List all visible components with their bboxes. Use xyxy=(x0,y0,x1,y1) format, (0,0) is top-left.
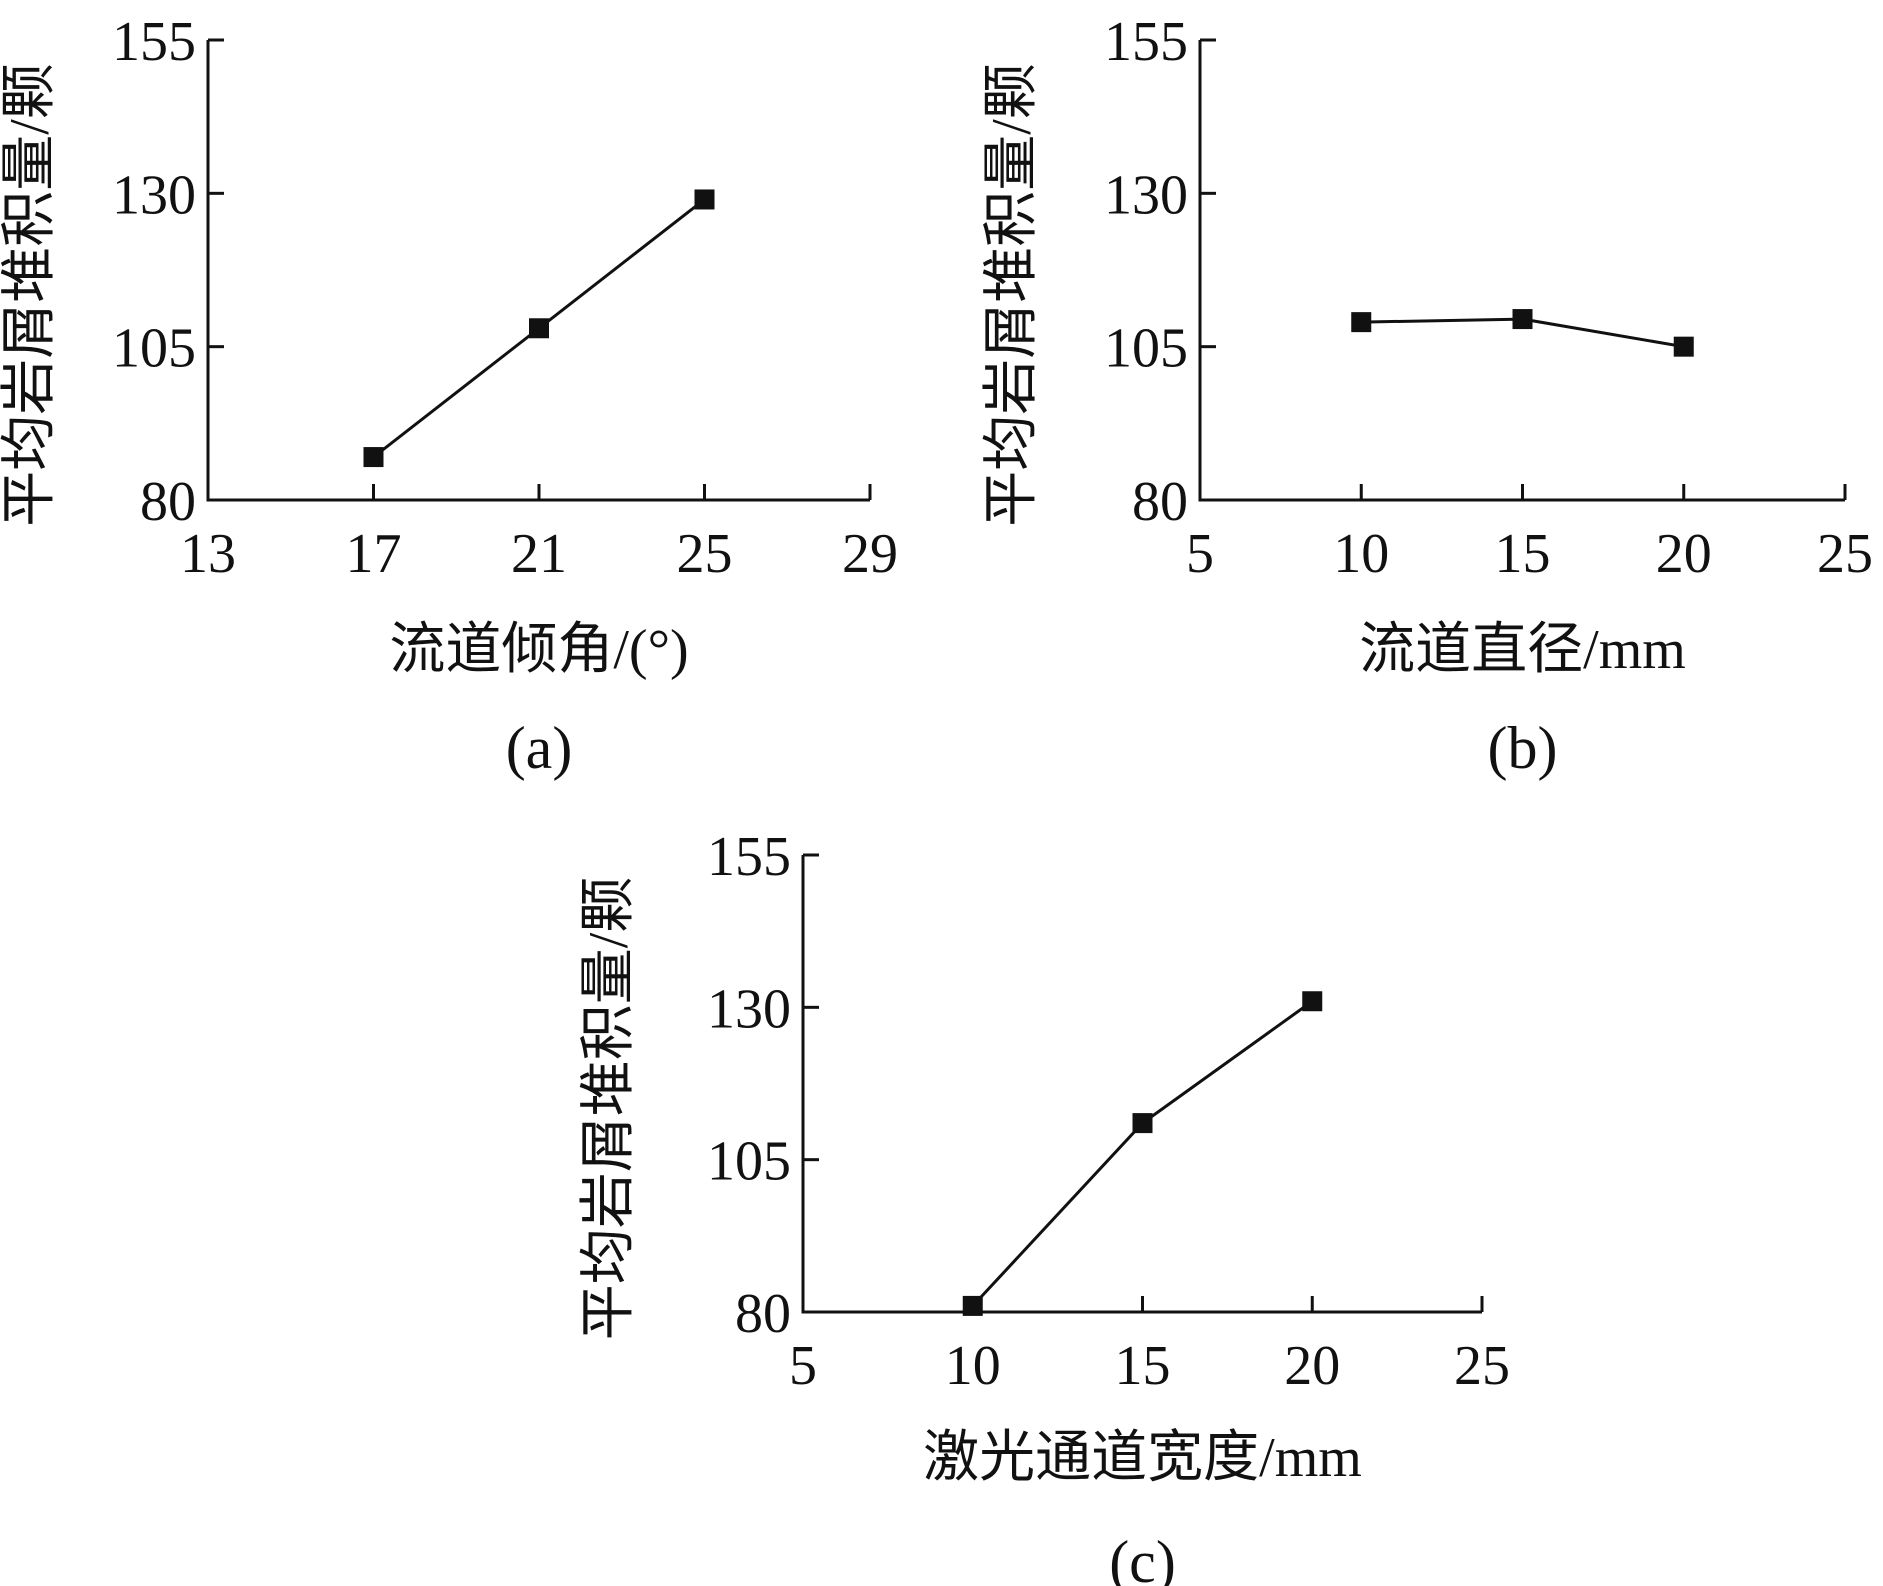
x-tick-label-1: 10 xyxy=(1333,523,1389,585)
y-tick-label-2: 130 xyxy=(707,978,791,1040)
x-tick-label-2: 15 xyxy=(1115,1335,1171,1397)
panel-label: (c) xyxy=(1109,1529,1176,1586)
x-axis-title: 激光通道宽度/mm xyxy=(923,1427,1362,1489)
y-tick-label-2: 130 xyxy=(112,164,196,226)
y-tick-label-3: 155 xyxy=(112,11,196,73)
x-tick-label-2: 21 xyxy=(511,523,567,585)
y-tick-label-1: 105 xyxy=(707,1131,791,1193)
data-point-0-2 xyxy=(1673,336,1694,357)
chart-panel-1: 80 105 130 155 5 10 15 20 25 流道直径/mm 平均岩屑堆积量/颗 (b) xyxy=(981,11,1873,781)
x-axis-title: 流道倾角/(°) xyxy=(389,619,688,681)
data-point-0-1 xyxy=(1132,1113,1153,1134)
x-axis-title: 流道直径/mm xyxy=(1359,619,1686,681)
x-tick-label-3: 20 xyxy=(1284,1335,1340,1397)
y-tick-label-0: 80 xyxy=(1132,471,1188,533)
y-tick-label-3: 155 xyxy=(707,826,791,888)
y-tick-label-1: 105 xyxy=(112,318,196,380)
data-point-0-1 xyxy=(529,318,549,339)
x-tick-label-3: 20 xyxy=(1656,523,1712,585)
axes xyxy=(801,855,1482,1314)
x-tick-label-2: 15 xyxy=(1495,523,1551,585)
data-point-0-0 xyxy=(962,1295,983,1316)
chart-panel-0: 80 105 130 155 13 17 21 25 29 流道倾角/(°) 平均岩屑堆积量/颗 (a… xyxy=(0,11,898,781)
x-tick-label-1: 10 xyxy=(945,1335,1001,1397)
x-tick-label-0: 5 xyxy=(1186,523,1214,585)
x-tick-label-4: 25 xyxy=(1454,1335,1510,1397)
axes xyxy=(1198,40,1845,502)
y-tick-label-2: 130 xyxy=(1104,164,1188,226)
y-tick-label-0: 80 xyxy=(735,1283,791,1345)
panel-label: (a) xyxy=(506,715,573,781)
chart-panel-2: 80 105 130 155 5 10 15 20 25 激光通道宽度/mm 平均岩屑堆积量/颗 (c… xyxy=(578,826,1510,1586)
y-axis-title: 平均岩屑堆积量/颗 xyxy=(0,63,61,527)
data-point-0-0 xyxy=(363,447,384,468)
x-tick-label-0: 5 xyxy=(789,1335,817,1397)
data-point-0-2 xyxy=(694,189,715,210)
data-point-0-1 xyxy=(1512,309,1533,330)
y-axis-title: 平均岩屑堆积量/颗 xyxy=(981,63,1043,527)
x-tick-label-1: 17 xyxy=(346,523,402,585)
y-tick-label-1: 105 xyxy=(1104,318,1188,380)
y-axis-title: 平均岩屑堆积量/颗 xyxy=(578,877,640,1341)
panel-label: (b) xyxy=(1488,715,1558,781)
x-tick-label-4: 25 xyxy=(1817,523,1873,585)
data-point-0-2 xyxy=(1302,991,1323,1012)
y-tick-label-3: 155 xyxy=(1104,11,1188,73)
series-line-0 xyxy=(971,1000,1314,1307)
x-tick-label-4: 29 xyxy=(842,523,898,585)
data-point-0-0 xyxy=(1351,312,1372,333)
y-tick-label-0: 80 xyxy=(140,471,196,533)
x-tick-label-3: 25 xyxy=(677,523,733,585)
x-tick-label-0: 13 xyxy=(180,523,236,585)
axes xyxy=(206,40,870,502)
